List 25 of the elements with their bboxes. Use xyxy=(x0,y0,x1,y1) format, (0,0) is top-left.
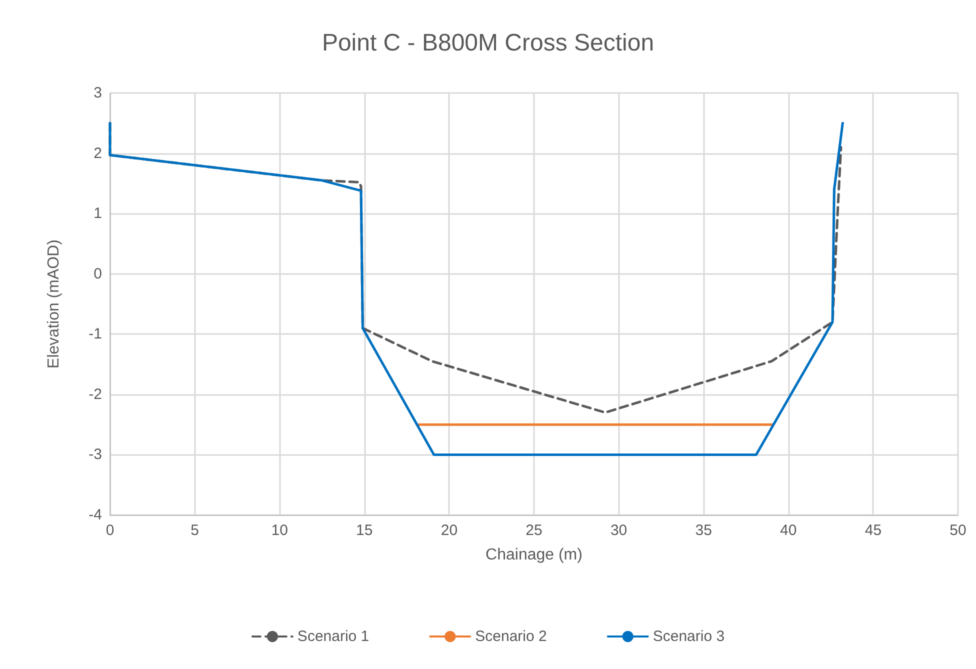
chart-title: Point C - B800M Cross Section xyxy=(322,30,654,56)
x-tick-label: 45 xyxy=(864,522,882,539)
x-tick-label: 0 xyxy=(106,522,114,539)
x-tick-label: 15 xyxy=(356,522,373,539)
x-tick-label: 20 xyxy=(440,522,458,539)
legend-label: Scenario 1 xyxy=(297,628,370,645)
x-tick-label: 50 xyxy=(950,522,966,539)
y-tick-label: -2 xyxy=(88,386,102,403)
x-tick-label: 35 xyxy=(695,522,712,539)
x-tick-label: 5 xyxy=(190,522,199,539)
y-tick-label: 0 xyxy=(94,265,102,282)
x-tick-label: 30 xyxy=(610,522,628,539)
legend-label: Scenario 2 xyxy=(475,628,547,645)
y-axis-title: Elevation (mAOD) xyxy=(46,240,62,368)
x-tick-label: 25 xyxy=(526,522,542,539)
legend-label: Scenario 3 xyxy=(652,628,725,645)
x-axis-title: Chainage (m) xyxy=(486,546,582,564)
y-tick-label: 2 xyxy=(94,144,102,162)
y-tick-label: -1 xyxy=(88,326,102,343)
x-tick-label: 40 xyxy=(780,522,797,539)
y-tick-label: 1 xyxy=(94,205,102,222)
y-tick-label: 3 xyxy=(94,84,102,102)
y-tick-label: -4 xyxy=(88,506,102,524)
y-tick-label: -3 xyxy=(88,446,102,464)
x-tick-label: 10 xyxy=(271,522,288,539)
